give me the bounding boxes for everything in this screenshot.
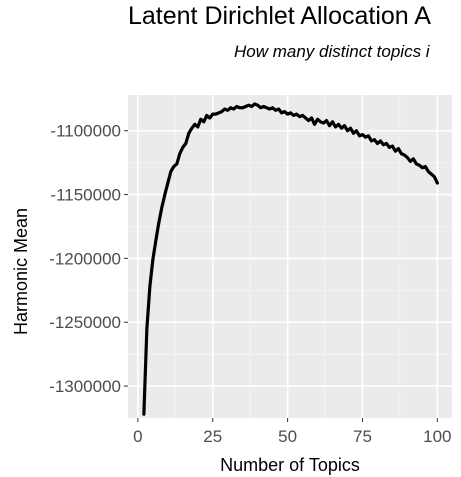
x-axis-title: Number of Topics bbox=[220, 455, 360, 475]
chart-title: Latent Dirichlet Allocation A bbox=[128, 2, 431, 30]
chart-subtitle: How many distinct topics i bbox=[234, 42, 430, 61]
x-tick-label: 75 bbox=[353, 427, 372, 446]
x-tick-label: 50 bbox=[278, 427, 297, 446]
y-tick-label: -1250000 bbox=[49, 313, 121, 332]
x-tick-label: 0 bbox=[133, 427, 142, 446]
plot-panel bbox=[128, 95, 452, 418]
x-tick-label: 25 bbox=[203, 427, 222, 446]
y-tick-label: -1200000 bbox=[49, 249, 121, 268]
harmonic-mean-line bbox=[142, 102, 439, 416]
minor-gridlines bbox=[128, 95, 452, 418]
y-tick-label: -1300000 bbox=[49, 377, 121, 396]
x-tick-label: 100 bbox=[423, 427, 451, 446]
major-gridlines bbox=[128, 95, 452, 418]
y-tick-label: -1150000 bbox=[50, 186, 121, 205]
y-tick-label: -1100000 bbox=[50, 122, 121, 141]
x-axis: 0 25 50 75 100 bbox=[133, 418, 452, 446]
y-axis: -1300000 -1250000 -1200000 -1150000 -1100000 bbox=[49, 122, 128, 396]
y-axis-title: Harmonic Mean bbox=[11, 208, 31, 335]
